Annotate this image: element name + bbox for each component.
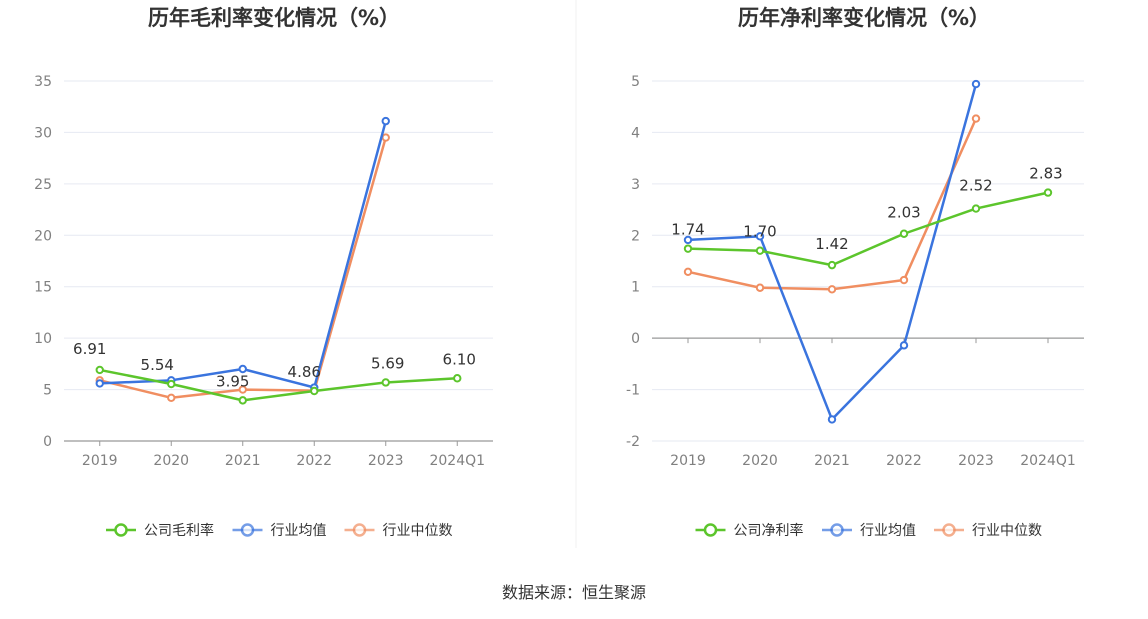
data-point-median[interactable]	[755, 283, 765, 292]
data-point-median[interactable]	[683, 267, 693, 276]
data-label: 4.86	[288, 363, 321, 381]
legend-marker	[114, 523, 128, 537]
data-point-avg[interactable]	[238, 364, 247, 374]
x-tick-label: 2022	[296, 453, 332, 469]
y-tick-label: 0	[631, 331, 640, 347]
data-point-median[interactable]	[899, 275, 909, 285]
y-tick-label: 15	[34, 280, 52, 296]
legend-item-median[interactable]: 行业中位数	[344, 523, 453, 539]
gross-margin-chart: 历年毛利率变化情况（%） 0 5 10 15 20 25 30 35 2019 2020 2021 20…	[34, 6, 493, 539]
data-point-avg[interactable]	[971, 79, 981, 89]
x-tick-label: 2024Q1	[1020, 453, 1076, 469]
y-tick-label: 10	[34, 331, 52, 347]
data-label: 1.74	[671, 221, 704, 239]
data-point-avg[interactable]	[381, 116, 390, 126]
net-margin-chart: 历年净利率变化情况（%） -2 -1 0 1 2 3 4 5 2019 2020 2021 2022 20…	[626, 6, 1084, 539]
legend-item-avg[interactable]: 行业均值	[232, 523, 327, 539]
data-point-company[interactable]	[899, 229, 909, 238]
data-label: 6.91	[73, 340, 106, 358]
data-label: 3.95	[216, 372, 249, 390]
data-point-company[interactable]	[971, 204, 981, 213]
data-point-company[interactable]	[683, 244, 693, 253]
data-point-company[interactable]	[755, 246, 765, 255]
data-point-company[interactable]	[238, 396, 247, 405]
legend-label: 行业均值	[860, 523, 916, 539]
y-tick-label: 5	[43, 383, 52, 399]
data-point-company[interactable]	[167, 379, 176, 389]
data-point-avg[interactable]	[755, 232, 765, 241]
legend-item-company[interactable]: 公司毛利率	[106, 522, 214, 539]
legend-marker	[703, 523, 718, 537]
x-tick-label: 2019	[670, 453, 706, 469]
data-label: 1.70	[743, 223, 776, 241]
data-label: 5.54	[141, 356, 174, 374]
legend-marker	[240, 523, 255, 537]
data-point-median[interactable]	[827, 285, 837, 294]
data-point-avg[interactable]	[683, 235, 693, 245]
data-point-company[interactable]	[827, 260, 837, 270]
series-line-company	[99, 368, 458, 402]
data-label: 6.10	[443, 350, 476, 368]
x-tick-label: 2022	[886, 453, 922, 469]
y-tick-label: 3	[631, 177, 640, 193]
x-tick-label: 2023	[368, 453, 404, 469]
y-tick-label: 2	[631, 228, 640, 244]
source-note: 数据来源：恒生聚源	[502, 583, 646, 602]
legend-label: 公司净利率	[734, 522, 804, 539]
x-tick-label: 2020	[153, 453, 189, 469]
y-tick-label: 0	[43, 434, 52, 450]
series-line-company	[687, 191, 1049, 267]
legend-label: 行业中位数	[383, 523, 453, 539]
series-line-avg	[99, 120, 387, 389]
data-point-median[interactable]	[971, 114, 981, 123]
x-tick-label: 2019	[82, 453, 118, 469]
data-point-company[interactable]	[95, 365, 104, 375]
data-label: 2.03	[887, 204, 920, 222]
data-point-company[interactable]	[381, 378, 390, 387]
chart-title: 历年净利率变化情况（%）	[738, 6, 990, 30]
legend-label: 行业中位数	[972, 523, 1042, 539]
legend-marker	[942, 523, 956, 537]
data-point-avg[interactable]	[827, 415, 837, 424]
chart-title: 历年毛利率变化情况（%）	[148, 6, 400, 30]
data-point-avg[interactable]	[95, 379, 104, 388]
y-tick-label: 35	[34, 74, 52, 90]
y-tick-label: 5	[631, 74, 640, 90]
y-tick-label: 20	[34, 228, 52, 244]
data-point-median[interactable]	[381, 133, 390, 142]
data-label: 1.42	[815, 235, 848, 253]
x-tick-label: 2020	[742, 453, 778, 469]
legend-item-median[interactable]: 行业中位数	[934, 523, 1042, 539]
data-label: 2.83	[1029, 165, 1062, 183]
legend-item-company[interactable]: 公司净利率	[695, 522, 804, 539]
legend-item-avg[interactable]: 行业均值	[822, 523, 916, 539]
legend-marker	[352, 523, 367, 537]
data-point-median[interactable]	[238, 385, 247, 394]
y-tick-label: 1	[631, 280, 640, 296]
y-tick-label: -2	[626, 434, 640, 450]
y-tick-label: -1	[626, 383, 640, 399]
data-label: 5.69	[371, 354, 404, 372]
data-point-company[interactable]	[1043, 188, 1053, 197]
data-point-company[interactable]	[310, 386, 319, 396]
y-tick-label: 30	[34, 125, 52, 141]
legend-label: 行业均值	[271, 523, 327, 539]
data-point-median[interactable]	[167, 393, 176, 402]
legend-label: 公司毛利率	[144, 522, 214, 539]
x-tick-label: 2021	[225, 453, 261, 469]
y-tick-label: 25	[34, 177, 52, 193]
x-tick-label: 2023	[958, 453, 994, 469]
legend-marker	[830, 523, 844, 537]
data-label: 2.52	[959, 177, 992, 195]
x-tick-label: 2024Q1	[429, 453, 485, 469]
y-tick-label: 4	[631, 125, 640, 141]
data-point-company[interactable]	[453, 374, 462, 383]
data-point-avg[interactable]	[899, 341, 909, 350]
x-tick-label: 2021	[814, 453, 850, 469]
